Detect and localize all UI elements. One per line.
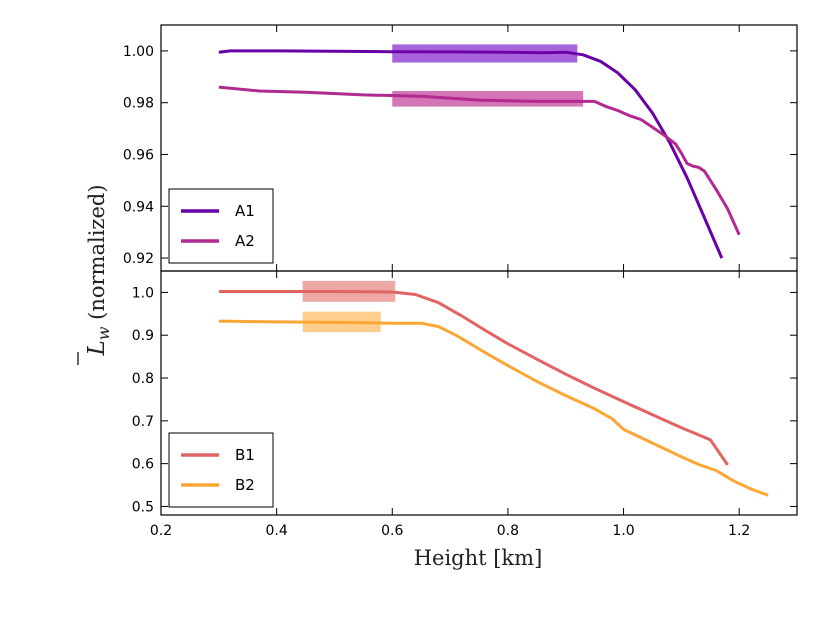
x-tick-label: 0.4: [266, 523, 288, 539]
series-line-a2: [218, 85, 741, 236]
y-tick-label: 1.00: [123, 44, 154, 60]
svg-text:Lw (normalized): Lw (normalized): [84, 184, 113, 356]
y-tick-label: 0.9: [132, 328, 154, 344]
y-axis-title-subscript: w: [94, 326, 113, 340]
y-tick-label: 0.5: [132, 499, 154, 515]
x-tick-label: 0.8: [497, 523, 519, 539]
bottom-panel: 0.50.60.70.80.91.00.2 0.4 0.6 0.8 1.0 1.2 B1B…: [132, 270, 798, 539]
legend-label-b1: B1: [235, 446, 255, 464]
legend-label-a1: A1: [235, 202, 255, 220]
top-panel: 0.92 0.94 0.96 0.98 1.00 A1 A2: [123, 24, 798, 272]
y-tick-label: 1.0: [132, 285, 154, 301]
legend-box: [168, 188, 274, 264]
y-tick-label: 0.92: [123, 251, 154, 267]
x-tick-label: 0.2: [150, 523, 172, 539]
legend-label-a2: A2: [235, 232, 255, 250]
y-axis-title-main: L: [84, 340, 110, 356]
legend-top: A1 A2: [168, 188, 274, 264]
bottom-panel-frame: [160, 270, 798, 516]
series-line-a1: [218, 49, 724, 259]
y-axis-title: Lw (normalized): [77, 184, 113, 365]
x-tick-label: 0.6: [381, 523, 403, 539]
series-line-b1: [218, 290, 729, 466]
legend-bottom: B1 B2: [168, 432, 274, 508]
y-axis-title-suffix: (normalized): [85, 184, 109, 319]
y-tick-label: 0.8: [132, 371, 154, 387]
y-tick-label: 0.6: [132, 457, 154, 473]
legend-box: [168, 432, 274, 508]
legend-label-b2: B2: [235, 476, 255, 494]
y-tick-label: 0.94: [123, 199, 154, 215]
x-axis-title: Height [km]: [414, 546, 543, 570]
x-tick-label: 1.0: [612, 523, 634, 539]
y-tick-label: 0.96: [123, 147, 154, 163]
series-line-b2: [218, 319, 769, 497]
x-tick-label: 1.2: [728, 523, 750, 539]
y-tick-label: 0.98: [123, 96, 154, 112]
y-tick-label: 0.7: [132, 414, 154, 430]
